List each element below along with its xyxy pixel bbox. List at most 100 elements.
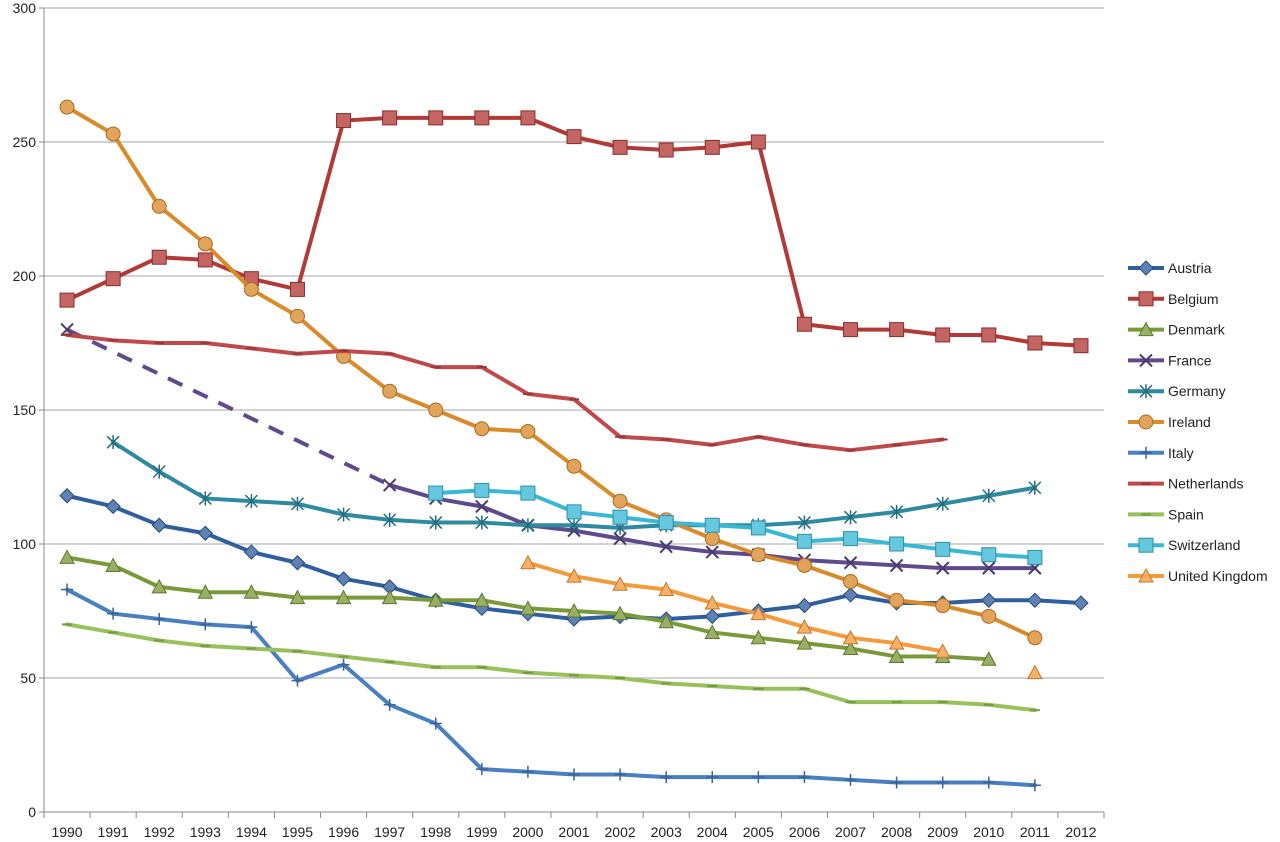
data-point	[105, 498, 121, 515]
y-tick-label: 150	[13, 402, 37, 418]
data-point	[520, 554, 536, 570]
legend-label: Austria	[1168, 260, 1212, 276]
data-point	[936, 496, 950, 511]
legend-swatch-marker	[1140, 446, 1152, 459]
data-point	[382, 478, 397, 492]
data-point	[704, 594, 721, 610]
data-point	[382, 110, 398, 126]
legend-item-germany: Germany	[1128, 383, 1226, 399]
data-point	[105, 126, 121, 142]
data-point	[59, 292, 75, 308]
legend-item-austria: Austria	[1128, 260, 1212, 276]
x-tick-label: 2012	[1065, 824, 1096, 840]
data-point	[612, 493, 628, 509]
y-tick-label: 300	[13, 0, 37, 16]
series-line	[65, 115, 1083, 348]
data-point	[151, 249, 167, 265]
data-point	[197, 525, 214, 541]
data-point	[566, 504, 582, 520]
data-point	[704, 139, 720, 155]
data-point	[981, 608, 997, 624]
data-point	[474, 421, 490, 437]
data-point	[796, 557, 812, 573]
data-point	[704, 624, 721, 639]
data-point	[473, 592, 490, 607]
data-point	[521, 518, 535, 533]
legend-item-switzerland: Switzerland	[1128, 537, 1240, 553]
x-tick-label: 1996	[328, 824, 359, 840]
data-point	[566, 129, 582, 145]
data-point	[798, 771, 811, 784]
data-point	[612, 576, 628, 591]
x-tick-label: 2001	[558, 824, 589, 840]
data-point	[982, 561, 996, 575]
data-point	[336, 113, 352, 129]
data-point	[796, 619, 813, 634]
x-tick-label: 1994	[236, 824, 267, 840]
data-point	[289, 308, 305, 324]
data-point	[612, 509, 628, 525]
legend-swatch-marker	[1138, 567, 1154, 583]
data-point	[520, 110, 536, 126]
data-point	[842, 629, 859, 645]
x-tick-label: 2003	[651, 824, 682, 840]
data-point	[936, 776, 949, 789]
legend-item-italy: Italy	[1128, 445, 1194, 461]
x-tick-label: 2002	[605, 824, 636, 840]
data-point	[843, 574, 859, 590]
data-point	[660, 771, 673, 784]
data-point	[796, 597, 813, 614]
x-axis-tick-labels: 1990 1991 1992 1993 1994 1995 1996 1997 1998 1999…	[51, 824, 1096, 840]
data-point	[381, 589, 398, 605]
data-point	[105, 271, 121, 287]
data-point	[796, 635, 813, 650]
x-tick-label: 1993	[190, 824, 221, 840]
data-point	[152, 464, 166, 479]
data-point	[935, 327, 951, 343]
data-point	[843, 556, 858, 570]
data-point	[614, 768, 627, 781]
legend-swatch-marker	[1139, 384, 1153, 399]
series-switzerland	[428, 482, 1043, 565]
data-point	[1028, 779, 1041, 792]
data-point	[843, 322, 859, 338]
data-point	[337, 507, 351, 522]
legend-item-belgium: Belgium	[1128, 291, 1219, 307]
data-point	[245, 621, 258, 634]
x-tick-label: 2010	[973, 824, 1004, 840]
legend-item-united-kingdom: United Kingdom	[1128, 567, 1268, 584]
x-tick-label: 1998	[420, 824, 451, 840]
data-point	[889, 322, 905, 338]
legend-item-ireland: Ireland	[1128, 414, 1211, 430]
data-point	[843, 531, 859, 547]
data-point	[151, 198, 167, 214]
data-point	[199, 618, 212, 631]
data-point	[151, 517, 167, 533]
data-point	[1027, 335, 1043, 351]
data-point	[981, 547, 997, 563]
legend-swatch-marker	[1139, 353, 1153, 368]
data-point	[1027, 549, 1043, 565]
data-point	[291, 674, 304, 687]
data-point	[704, 531, 720, 547]
legend-label: Denmark	[1168, 322, 1226, 338]
legend-label: Spain	[1168, 506, 1204, 522]
data-point	[1028, 480, 1042, 495]
data-point	[566, 568, 582, 583]
data-point	[428, 485, 444, 501]
data-point	[1027, 664, 1043, 680]
data-point	[1073, 338, 1089, 354]
legend-swatch-marker	[1138, 291, 1154, 307]
y-tick-label: 250	[13, 134, 37, 150]
data-point	[61, 583, 74, 596]
legend-swatch-marker	[1138, 537, 1154, 553]
data-point	[243, 544, 260, 560]
data-point	[706, 771, 719, 784]
data-point	[889, 558, 904, 573]
data-point	[106, 435, 120, 450]
legend-label: United Kingdom	[1168, 568, 1268, 584]
series-line	[525, 560, 945, 654]
data-point	[289, 555, 306, 571]
data-point	[428, 402, 444, 418]
